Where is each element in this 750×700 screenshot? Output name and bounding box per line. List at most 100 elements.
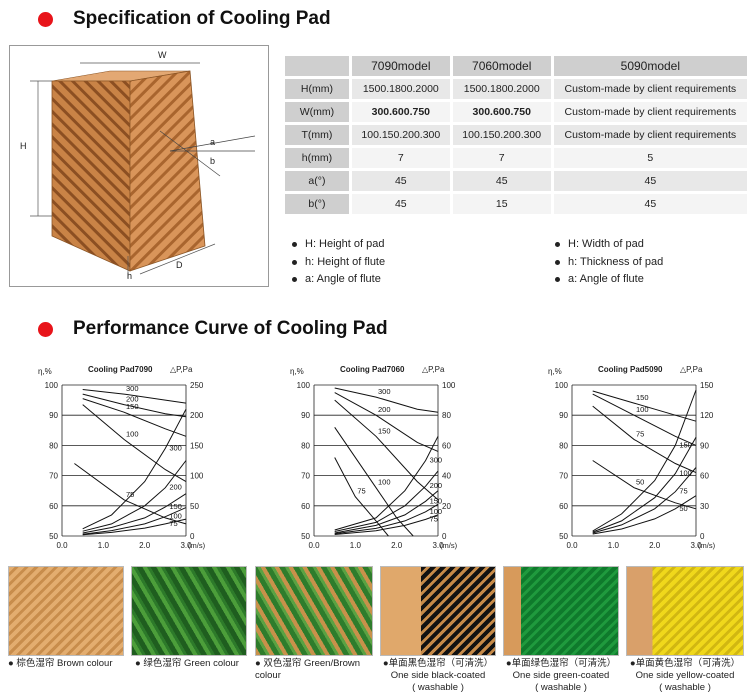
pressure-curve-label: 100 (169, 512, 182, 521)
chart-7060: Cooling Pad7060 η,% △P,Pa 50 60 70 80 90 100 0 20 4… (290, 365, 458, 550)
pressure-curve-label: 200 (430, 481, 443, 490)
row-label: H(mm) (285, 79, 349, 99)
performance-section-title: Performance Curve of Cooling Pad (38, 318, 388, 340)
y-tick-label: 50 (301, 532, 310, 541)
label-w: W (158, 50, 167, 60)
chart-title: Cooling Pad5090 (598, 365, 663, 374)
caption-yellow-coated: ●单面黄色湿帘（可清洗） One side yellow-coated ( wa… (629, 658, 741, 693)
photo-yellow-coated-pad (626, 566, 744, 656)
pressure-curve-label: 75 (169, 519, 177, 528)
table-row: a(°) 45 45 45 (285, 171, 747, 191)
efficiency-curve-label: 75 (357, 487, 365, 496)
red-bullet-icon (38, 11, 53, 27)
caption-brown: ● 棕色湿帘 Brown colour (8, 658, 113, 669)
header-7090: 7090model (351, 56, 450, 76)
cell: 15 (452, 194, 551, 214)
y2-tick-label: 100 (190, 472, 204, 481)
row-label: b(°) (285, 194, 349, 214)
table-row: W(mm) 300.600.750 300.600.750 Custom-mad… (285, 102, 747, 122)
note-item: h: Thickness of pad (555, 254, 663, 272)
pressure-curve-label: 50 (679, 504, 687, 513)
spec-corner-cell (285, 56, 349, 76)
x-tick-label: 0.0 (566, 541, 578, 550)
x-axis-label: (m/s) (188, 541, 206, 550)
y2-tick-label: 60 (442, 441, 451, 450)
note-item: a: Angle of flute (555, 271, 663, 289)
efficiency-curve-label: 50 (636, 478, 644, 487)
pressure-curve (592, 467, 697, 534)
y-axis-label: η,% (38, 367, 52, 376)
x-axis-label: (m/s) (698, 541, 716, 550)
efficiency-curve-label: 150 (378, 426, 391, 435)
cell: 45 (553, 194, 747, 214)
cell: Custom-made by client requirements (553, 102, 747, 122)
y2-tick-label: 90 (700, 441, 709, 450)
y2-tick-label: 150 (190, 441, 204, 450)
label-h-small: h (127, 271, 132, 281)
efficiency-curve-label: 300 (126, 384, 139, 393)
y-tick-label: 90 (49, 411, 58, 420)
pressure-curve-label: 150 (679, 440, 692, 449)
y-tick-label: 60 (49, 502, 58, 511)
bullet-icon (555, 277, 560, 283)
y2-tick-label: 100 (442, 381, 456, 390)
pressure-curve (334, 470, 439, 532)
pressure-curve (334, 490, 439, 534)
chart-7090: Cooling Pad7090 η,% △P,Pa 50 60 70 80 90 100 0 50 1… (38, 365, 206, 550)
photo-black-coated-pad (380, 566, 496, 656)
chart-title: Cooling Pad7090 (88, 365, 153, 374)
pressure-curve-label: 75 (679, 487, 687, 496)
photo-green-pad (131, 566, 247, 656)
y-tick-label: 80 (301, 441, 310, 450)
y-axis-label: η,% (290, 367, 304, 376)
photo-green-brown-pad (255, 566, 373, 656)
y-tick-label: 60 (301, 502, 310, 511)
efficiency-curve (592, 460, 697, 510)
label-a: a (210, 137, 215, 147)
bullet-icon (555, 259, 560, 265)
pad-diagram: W H a b h D (9, 45, 269, 287)
bullet-icon: ● (135, 658, 141, 669)
cell: 45 (452, 171, 551, 191)
x-axis-label: (m/s) (440, 541, 458, 550)
y2-tick-label: 200 (190, 411, 204, 420)
efficiency-curve (82, 398, 187, 437)
efficiency-curve (334, 392, 439, 452)
efficiency-curve (334, 387, 439, 413)
y-tick-label: 50 (49, 532, 58, 541)
efficiency-curve (82, 404, 187, 483)
efficiency-curve (334, 457, 389, 537)
x-tick-label: 3.0 (690, 541, 702, 550)
red-bullet-icon (38, 321, 53, 337)
cell: 1500.1800.2000 (351, 79, 450, 99)
photo-green-coated-pad (503, 566, 619, 656)
cell: Custom-made by client requirements (553, 79, 747, 99)
bullet-icon (555, 242, 560, 248)
efficiency-curve (334, 399, 439, 501)
x-tick-label: 3.0 (180, 541, 192, 550)
x-tick-label: 2.0 (649, 541, 661, 550)
y2-tick-label: 120 (700, 411, 714, 420)
y2-axis-label: △P,Pa (680, 365, 703, 374)
cell: Custom-made by client requirements (553, 125, 747, 145)
efficiency-curve (592, 393, 697, 446)
y2-tick-label: 0 (442, 532, 447, 541)
row-label: T(mm) (285, 125, 349, 145)
header-7060: 7060model (452, 56, 551, 76)
y2-tick-label: 250 (190, 381, 204, 390)
y-tick-label: 70 (559, 472, 568, 481)
table-row: h(mm) 7 7 5 (285, 148, 747, 168)
bullet-icon: ● (8, 658, 14, 669)
row-label: h(mm) (285, 148, 349, 168)
pressure-curve-label: 100 (430, 507, 443, 516)
row-label: W(mm) (285, 102, 349, 122)
x-tick-label: 1.0 (98, 541, 110, 550)
table-row: H(mm) 1500.1800.2000 1500.1800.2000 Cust… (285, 79, 747, 99)
pressure-curve-label: 150 (169, 502, 182, 511)
efficiency-curve-label: 75 (126, 490, 134, 499)
y-tick-label: 70 (49, 472, 58, 481)
efficiency-curve-label: 200 (378, 405, 391, 414)
y2-tick-label: 40 (442, 472, 451, 481)
pressure-curve (334, 514, 439, 535)
y-tick-label: 80 (559, 441, 568, 450)
